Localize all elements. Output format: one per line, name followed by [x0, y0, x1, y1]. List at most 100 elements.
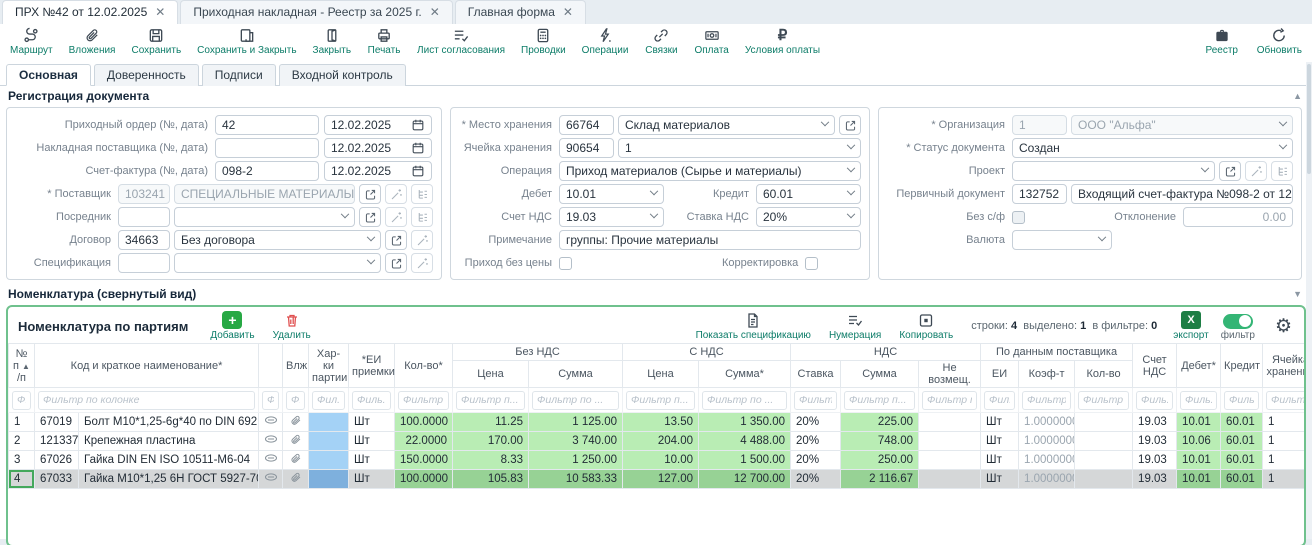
- column-header-link[interactable]: [258, 343, 284, 388]
- filter-input-qty2[interactable]: [1078, 390, 1130, 410]
- cell-sum1[interactable]: 1 125.00: [528, 411, 624, 432]
- filter-input-debit[interactable]: [1180, 390, 1218, 410]
- filter-input-coef[interactable]: [1022, 390, 1072, 410]
- cell-coef[interactable]: 1.00000000: [1018, 449, 1076, 470]
- window-tab-main-form[interactable]: Главная форма ✕: [454, 0, 586, 24]
- filter-input-sum1[interactable]: [532, 390, 620, 410]
- filter-input-price1[interactable]: [456, 390, 526, 410]
- organization-code-input[interactable]: 1: [1012, 115, 1067, 135]
- cell-debit[interactable]: 10.01: [1176, 411, 1222, 432]
- tree-select-button[interactable]: [411, 184, 433, 204]
- show-spec-button[interactable]: Показать спецификацию: [696, 312, 811, 341]
- filter-input-link[interactable]: [262, 390, 280, 410]
- cell-ei[interactable]: Шт: [348, 430, 396, 451]
- cell-name[interactable]: Гайка DIN EN ISO 10511-М6-04: [77, 449, 260, 470]
- cell-qty[interactable]: 100.0000: [394, 411, 454, 432]
- cell-sum1[interactable]: 10 583.33: [528, 468, 624, 489]
- cell-link[interactable]: [258, 411, 284, 432]
- delete-row-button[interactable]: Удалить: [273, 312, 311, 341]
- specification-code-input[interactable]: [118, 253, 170, 273]
- open-record-button[interactable]: [385, 253, 407, 273]
- waybill-number-input[interactable]: [215, 138, 319, 158]
- cell-ei2[interactable]: Шт: [980, 468, 1020, 489]
- add-row-button[interactable]: + Добавить: [210, 311, 255, 341]
- cell-num[interactable]: 4: [8, 468, 35, 489]
- cell-vatsum[interactable]: 250.00: [840, 449, 920, 470]
- table-row[interactable]: 1 67019 Болт М10*1,25-6g*40 по DIN 6921 Шт 1…: [8, 411, 1304, 432]
- document-status-select[interactable]: Создан: [1012, 138, 1293, 158]
- cell-link[interactable]: [258, 468, 284, 489]
- cell-sum2[interactable]: 4 488.00: [698, 430, 792, 451]
- cell-harki[interactable]: [308, 468, 350, 489]
- payment-terms-button[interactable]: ₽ Условия оплаты: [744, 27, 821, 56]
- approval-sheet-button[interactable]: Лист согласования: [417, 27, 505, 56]
- wizard-button[interactable]: [1245, 161, 1267, 181]
- table-row[interactable]: 4 67033 Гайка М10*1,25 6Н ГОСТ 5927-70 Шт 10…: [8, 468, 1304, 489]
- filter-input-num[interactable]: [12, 390, 31, 410]
- operations-button[interactable]: Операции: [582, 27, 628, 56]
- filter-toggle[interactable]: фильтр: [1221, 312, 1255, 341]
- cell-qty2[interactable]: [1074, 468, 1134, 489]
- payment-button[interactable]: Оплата: [694, 27, 729, 56]
- close-tab-icon[interactable]: ✕: [155, 5, 166, 19]
- storage-cell-code-input[interactable]: 90654: [559, 138, 614, 158]
- numbering-button[interactable]: Нумерация: [829, 312, 881, 341]
- column-header-debit[interactable]: Дебет*: [1176, 343, 1222, 388]
- open-record-button[interactable]: [385, 230, 407, 250]
- cell-ei2[interactable]: Шт: [980, 430, 1020, 451]
- cell-ei[interactable]: Шт: [348, 449, 396, 470]
- cell-coef[interactable]: 1.00000000: [1018, 411, 1076, 432]
- window-tab-registry[interactable]: Приходная накладная - Реестр за 2025 г. …: [180, 0, 453, 24]
- cell-sum2[interactable]: 1 350.00: [698, 411, 792, 432]
- filter-input-harki[interactable]: [312, 390, 346, 410]
- specification-select[interactable]: [174, 253, 381, 273]
- cell-vlozh[interactable]: [282, 449, 310, 470]
- cell-vatacc[interactable]: 19.03: [1132, 468, 1178, 489]
- route-button[interactable]: Маршрут: [10, 27, 53, 56]
- order-number-input[interactable]: 42: [215, 115, 319, 135]
- cell-debit[interactable]: 10.01: [1176, 468, 1222, 489]
- window-tab-document[interactable]: ПРХ №42 от 12.02.2025 ✕: [2, 0, 179, 24]
- cell-nonref[interactable]: [918, 411, 982, 432]
- storage-code-input[interactable]: 66764: [559, 115, 614, 135]
- filter-input-vatacc[interactable]: [1136, 390, 1174, 410]
- cell-qty2[interactable]: [1074, 411, 1134, 432]
- cell-harki[interactable]: [308, 411, 350, 432]
- cell-link[interactable]: [258, 430, 284, 451]
- cell-vatsum[interactable]: 2 116.67: [840, 468, 920, 489]
- filter-input-cell[interactable]: [1266, 390, 1304, 410]
- invoice-date-input[interactable]: 12.02.2025: [324, 161, 432, 181]
- primary-doc-select[interactable]: Входящий счет-фактура №098-2 от 12.02.20…: [1071, 184, 1293, 204]
- registry-button[interactable]: Реестр: [1205, 27, 1239, 56]
- column-header-price1[interactable]: Цена: [452, 360, 530, 388]
- tree-select-button[interactable]: [411, 207, 433, 227]
- cell-rate[interactable]: 20%: [790, 430, 842, 451]
- cell-vlozh[interactable]: [282, 411, 310, 432]
- cell-qty[interactable]: 100.0000: [394, 468, 454, 489]
- debit-select[interactable]: 10.01: [559, 184, 664, 204]
- cell-price1[interactable]: 8.33: [452, 449, 530, 470]
- cell-nonref[interactable]: [918, 468, 982, 489]
- filter-input-ei2[interactable]: [984, 390, 1016, 410]
- column-header-price2[interactable]: Цена: [622, 360, 700, 388]
- filter-input-nonref[interactable]: [922, 390, 978, 410]
- cell-code[interactable]: 67019: [34, 411, 79, 432]
- order-date-input[interactable]: 12.02.2025: [324, 115, 432, 135]
- cell-sum1[interactable]: 1 250.00: [528, 449, 624, 470]
- column-header-sum2[interactable]: Сумма*: [698, 360, 792, 388]
- no-invoice-checkbox[interactable]: [1012, 210, 1025, 224]
- contract-select[interactable]: Без договора: [174, 230, 381, 250]
- cell-cell[interactable]: 1: [1262, 430, 1304, 451]
- cell-qty2[interactable]: [1074, 449, 1134, 470]
- cell-qty2[interactable]: [1074, 430, 1134, 451]
- column-header-ei2[interactable]: ЕИ: [980, 360, 1020, 388]
- contract-code-input[interactable]: 34663: [118, 230, 170, 250]
- cell-ei[interactable]: Шт: [348, 468, 396, 489]
- links-button[interactable]: Связки: [644, 27, 678, 56]
- cell-ei2[interactable]: Шт: [980, 449, 1020, 470]
- filter-input-code[interactable]: [38, 390, 256, 410]
- vat-rate-select[interactable]: 20%: [756, 207, 861, 227]
- export-excel-button[interactable]: X экспорт: [1173, 311, 1209, 341]
- column-header-coef[interactable]: Коэф-т: [1018, 360, 1076, 388]
- supplier-code-input[interactable]: 103241: [118, 184, 170, 204]
